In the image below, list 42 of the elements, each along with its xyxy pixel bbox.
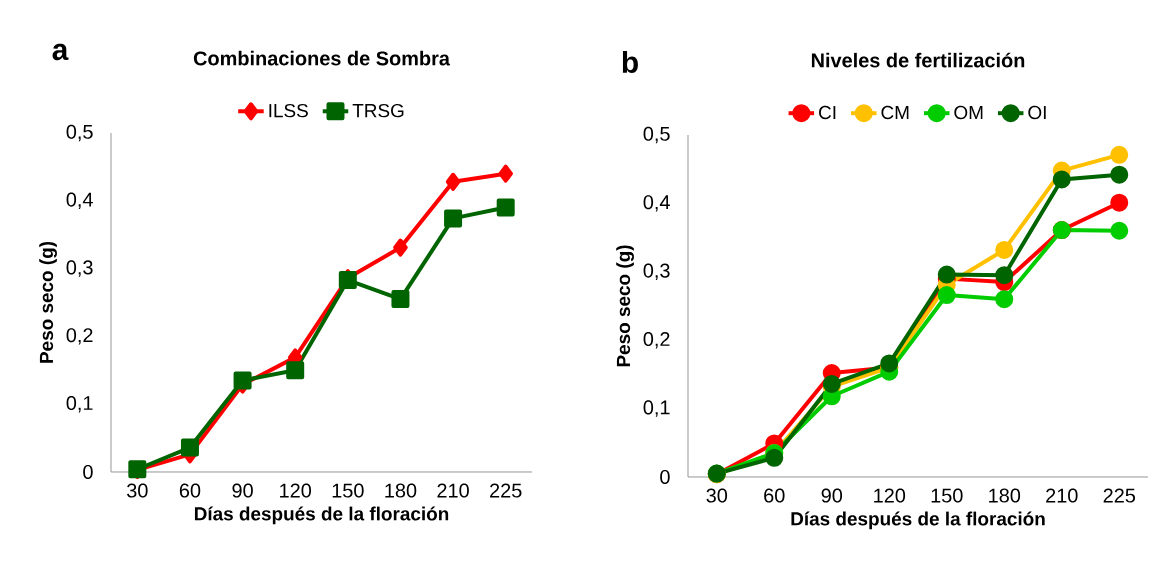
x-tick-label: 120: [280, 483, 312, 498]
x-tick-label: 180: [989, 488, 1021, 503]
x-axis-title: Días después de la floración: [791, 511, 1045, 530]
legend-label: CI: [819, 105, 836, 120]
y-tick-label: 0,1: [643, 400, 670, 417]
y-tick-label: 0,2: [643, 331, 670, 349]
x-axis-title: Días después de la floración: [194, 506, 449, 525]
legend-label: ILSS: [269, 103, 308, 118]
x-tick-label: 90: [232, 483, 253, 498]
y-tick-label: 0,5: [66, 124, 93, 142]
x-tick-label: 225: [490, 483, 522, 498]
x-tick-label: 60: [179, 483, 201, 498]
x-tick-label: 150: [332, 483, 364, 498]
y-tick-label: 0: [83, 464, 93, 480]
x-tick-label: 180: [385, 483, 417, 498]
text: a: [52, 43, 69, 61]
y-tick-label: 0,4: [643, 195, 670, 212]
chart-title: Niveles de fertilización: [811, 52, 1025, 68]
x-tick-label: 210: [1046, 488, 1078, 503]
legend-label: TRSG: [352, 103, 404, 118]
y-tick-label: 0,3: [66, 260, 93, 277]
x-tick-label: 30: [127, 483, 148, 498]
chart-title: Combinaciones de Sombra: [193, 50, 451, 66]
x-tick-label: 225: [1103, 488, 1136, 503]
y-axis-title: Peso seco (g): [39, 241, 57, 363]
x-tick-label: 60: [764, 488, 785, 503]
y-axis-title: Peso seco (g): [616, 245, 634, 367]
legend-label: OI: [1028, 105, 1046, 120]
y-tick-label: 0,1: [66, 395, 93, 413]
legend-label: CM: [881, 105, 909, 120]
y-tick-label: 0,3: [643, 263, 670, 281]
y-tick-label: 0,2: [66, 328, 93, 345]
y-tick-label: 0,4: [66, 192, 93, 210]
y-tick-label: 0: [660, 469, 670, 485]
x-tick-label: 90: [821, 488, 843, 503]
x-tick-label: 120: [874, 488, 906, 503]
x-tick-label: 150: [931, 488, 963, 503]
x-tick-label: 210: [437, 483, 469, 498]
x-tick-label: 30: [706, 488, 728, 503]
y-tick-label: 0,5: [643, 126, 670, 144]
text: b: [622, 51, 638, 73]
legend-label: OM: [954, 105, 983, 120]
